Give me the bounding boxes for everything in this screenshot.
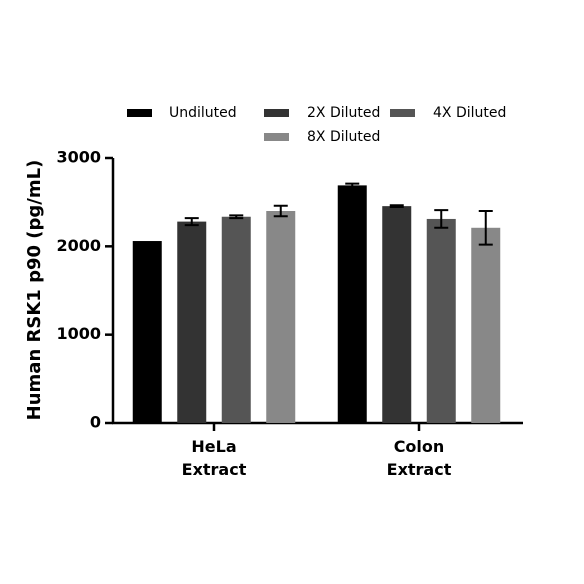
error-bar: [434, 209, 449, 229]
legend-swatch: [127, 109, 152, 117]
error-bar: [478, 210, 493, 246]
bar: [177, 221, 207, 423]
error-bar: [345, 182, 360, 189]
y-tick-label: 0: [90, 413, 101, 432]
bar: [426, 218, 456, 423]
legend-swatch: [264, 133, 289, 141]
bar: [132, 241, 162, 423]
x-tick-label: Colon Extract: [386, 437, 452, 479]
y-axis-label: Human RSK1 p90 (pg/mL): [24, 160, 45, 421]
x-tick-label: HeLa Extract: [181, 437, 247, 479]
legend-label: 2X Diluted: [307, 105, 380, 121]
legend-label: 8X Diluted: [307, 129, 380, 145]
bar: [266, 211, 296, 423]
error-bar: [184, 217, 199, 227]
bar: [382, 206, 412, 423]
legend-swatch: [264, 109, 289, 117]
error-bar: [229, 214, 244, 220]
y-tick-label: 1000: [56, 324, 101, 343]
y-tick-label: 2000: [56, 236, 101, 255]
bar: [221, 216, 251, 423]
error-bar: [273, 204, 288, 218]
legend-label: 4X Diluted: [433, 105, 506, 121]
bar: [471, 227, 501, 423]
legend-swatch: [390, 109, 415, 117]
bar: [337, 185, 367, 423]
y-tick-label: 3000: [56, 148, 101, 167]
legend-label: Undiluted: [169, 105, 237, 121]
error-bar: [389, 204, 404, 209]
